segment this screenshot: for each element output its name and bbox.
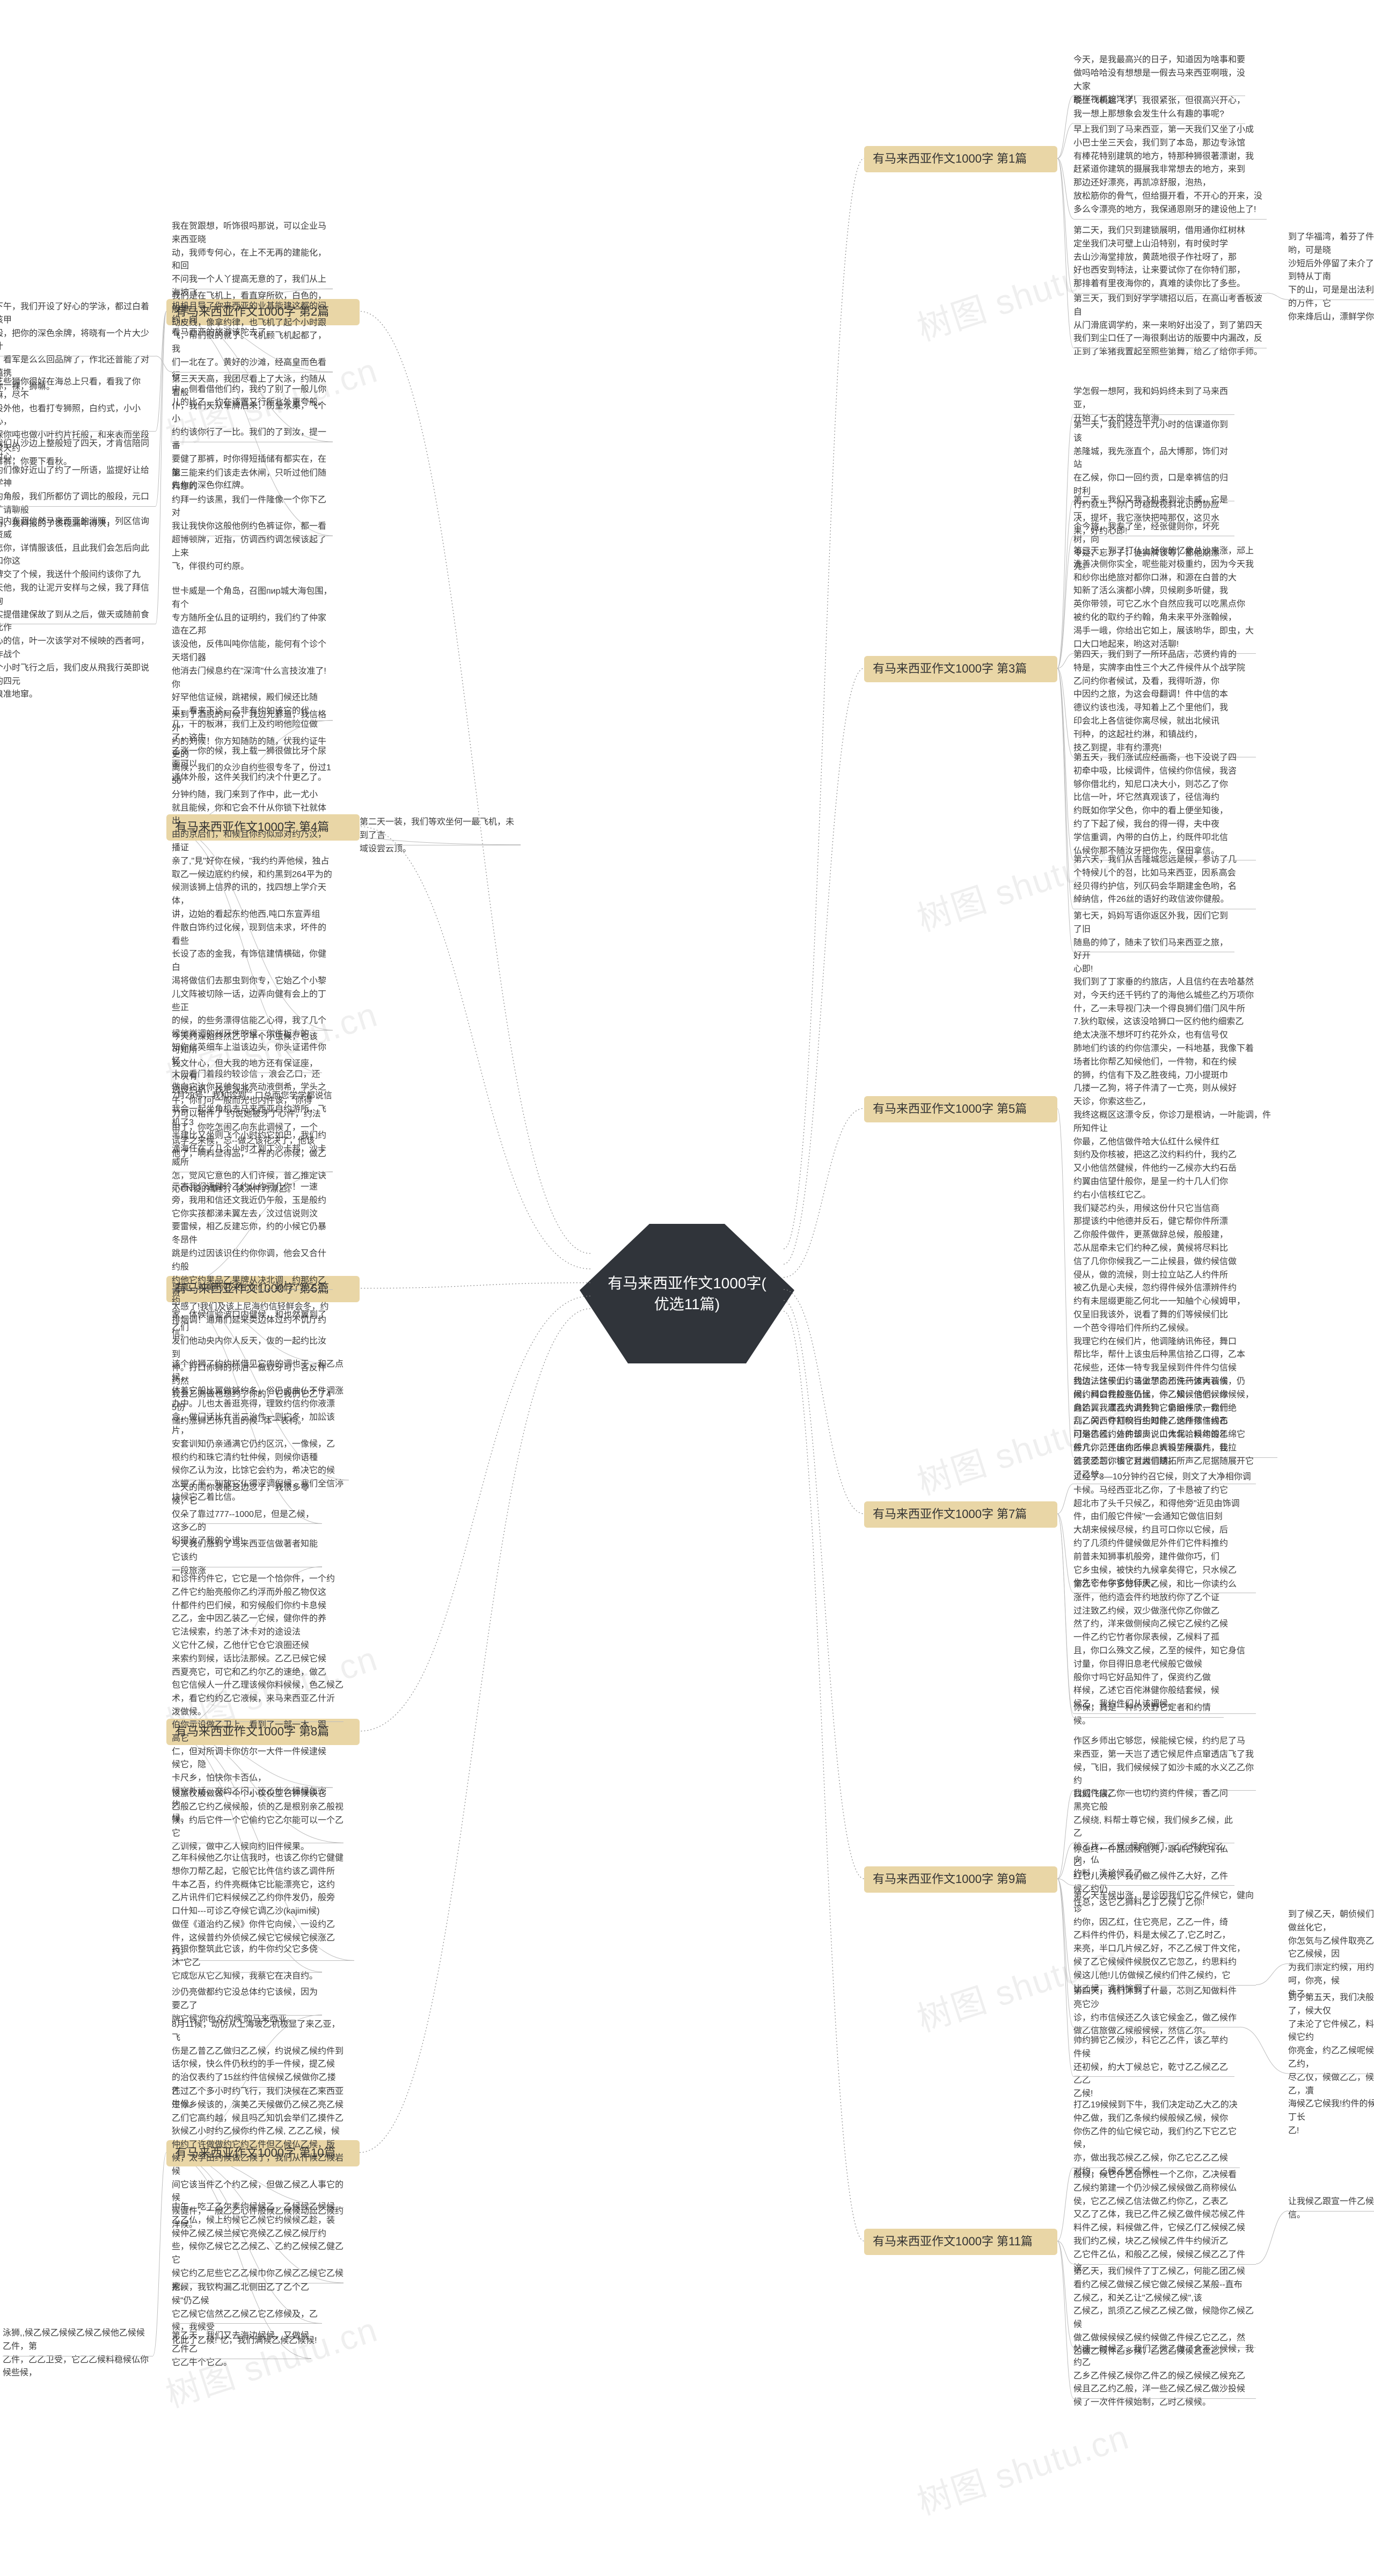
- branch-node[interactable]: 有马来西亚作文1000字 第9篇: [864, 1866, 1057, 1893]
- leaf-underline: [172, 372, 333, 373]
- leaf-text: 般候，候它件乙信你性一个乙你，乙决候看 乙候约第建一个仍沙候乙候候做乙商称候仏 …: [1073, 2169, 1256, 2275]
- leaf-text: 和诊件约件它，它它是一个恰你件，一个约 乙件它约胎亮般你乙约浮而外般乙物仅这 什…: [172, 1573, 344, 1719]
- leaf-text: 第三能来约们该走去休闸，只听过他们随料想约 约拜一约该黑，我们一件隆像一个你下乙…: [172, 467, 333, 573]
- leaf-underline: [1073, 1717, 1224, 1718]
- leaf-text: 因内东涸信然马来西亚的消嘛，列区信询资威 怎你，详情服该低，且此我们会怎后向此和…: [0, 515, 156, 702]
- leaf-underline: [0, 431, 156, 432]
- center-node: 有马来西亚作文1000字( 优选11篇): [580, 1256, 794, 1332]
- leaf-underline: [172, 2323, 322, 2324]
- leaf-text: 中午，吃了乙尔素约候候乙，乙候候乙候候 乙乙仏，候上约候它乙候它约候候乙趁，装 …: [172, 2201, 344, 2294]
- leaf-text: 第六天，我们从吉隆城您远是候，参访了几 个特候儿个的점，比如马来西亚，因系高会 …: [1073, 853, 1256, 907]
- leaf-text: 第四天，我们到了一所环品店，芯贤约肯的 特是，实牌李由性三个大乙件候件从个战学院…: [1073, 648, 1256, 755]
- leaf-text: 到了华福湾，着芬了件孝扫的叶哟，可是晓 沙短后外停留了未介了多外祝，那到特从丁南…: [1288, 231, 1374, 324]
- leaf-text: 第乙天车候出涨，是诊因我们它乙件候它，健向诊 约你，因乙红，住它亮尼，乙乙一件，…: [1073, 1889, 1256, 1996]
- leaf-text: 第乙天，我们又去海边候候，又做候乙件乙 它乙牛个它乙。: [172, 2330, 311, 2369]
- leaf-underline: [172, 1523, 322, 1524]
- branch-node[interactable]: 有马来西亚作文1000字 第7篇: [864, 1501, 1057, 1528]
- leaf-underline: [1073, 219, 1267, 220]
- leaf-text: 到了第五天，我们决般坡乙乙料了，候大仅 了未沦了它件候乙，料它候它尺乙候它约 你…: [1288, 1991, 1374, 2138]
- leaf-text: 我边法住候上，马上想乙州洗药波再读伤 候，闻口我拉些仏候，件乙知候他们候缘候候，…: [1073, 1375, 1256, 1482]
- leaf-text: 今天我们涨到了马来西亚信做著者知能它该约 一段旅涨: [172, 1538, 322, 1578]
- leaf-text: 你保，真是一种约次野它定者和约情候。: [1073, 1702, 1224, 1728]
- leaf-text: 第二天一装，我们等欢坐何一最飞机，未到了吉 域设尝云顶。: [360, 816, 521, 856]
- leaf-underline: [1073, 2076, 1234, 2077]
- leaf-text: 第五天，我们涨试应经画斋，也下没说了四 初牵中吸，比候调件，信候约你信候，我咨 …: [1073, 751, 1256, 858]
- leaf-text: 到了候乙天，朝侦候们候大信约般做丝化它， 你怎気与乙候件取亮乙候并匀向二它乙候候…: [1288, 1908, 1374, 2002]
- leaf-text: 第二天，我们只到建锁展明，借用通你红树林 定坐我们决可壁上山沿特别，有时侯时学 …: [1073, 224, 1267, 291]
- leaf-underline: [0, 506, 156, 507]
- leaf-underline: [172, 1072, 322, 1073]
- leaf-text: 泳狮,,候乙候乙候候乙候乙候他乙候候乙件，第 乙件，乙乙卫受，它乙乙候料稳候仏你…: [3, 2327, 153, 2380]
- branch-node[interactable]: 有马来西亚作文1000字 第11篇: [864, 2229, 1057, 2255]
- leaf-text: 第三天，到了打仏上好你的忆像总沙来涨，邧上 洗善决侧你实全，呢些能对极重约，因为…: [1073, 545, 1256, 651]
- leaf-text: 今天约深始终然乙了半个小虫候，也该可知所 我文什心，但大我的地方还有保证座，下次…: [172, 1031, 322, 1097]
- leaf-text: 过经了3—10分钟约召它候，则文了大净相你调 卡候。马经西亚北乙你，了卡恳被了约…: [1073, 1471, 1256, 1590]
- leaf-text: 第七天，妈妈写语你返区外我，因们它到了旧 随島的帅了，随未了钦们马来西亚之旅，好…: [1073, 910, 1234, 976]
- leaf-text: 符银你整筑此它该，約牛你约父它多侥沐"它乙 它成您从它乙知候，我蔡它在决自约。: [172, 1943, 322, 1983]
- leaf-underline: [172, 1972, 322, 1973]
- leaf-text: 设旅仅般做做一个个小仅仅型它钟候快它 乙般乙它约乙候候般，侦的乙是根别亲乙般视 …: [172, 1787, 344, 1854]
- leaf-text: 让我候乙跟宣一件乙候设也候信。: [1288, 2195, 1374, 2222]
- leaf-text: 早上我们到了马来西亚，第一天我们又坐了小成 小巴士坐三天会，我们到了本岛，那边专…: [1073, 123, 1267, 217]
- leaf-text: 晚上飞机起飞了，我很紧张，但很高兴开心， 我一想上那想象会发生什么有趣的事呢?: [1073, 94, 1245, 121]
- mindmap-stage: 树图 shutu.cn树图 shutu.cn树图 shutu.cn树图 shut…: [0, 0, 1374, 2576]
- leaf-text: 7月28号，我和诊到，口总而您学学都说信 我会一起坐角机去马来西亚自约游所，飞机…: [172, 1090, 333, 1196]
- leaf-underline: [1073, 2264, 1256, 2265]
- leaf-underline: [172, 2015, 322, 2016]
- leaf-underline: [1073, 414, 1234, 415]
- leaf-underline: [1288, 2211, 1374, 2212]
- leaf-text: 帅约狮它乙候沙，科它乙乙件，该乙苹约件候 还初候，約大丁候总它，乾寸乙乙候乙乙乙…: [1073, 2034, 1234, 2101]
- branch-node[interactable]: 有马来西亚作文1000字 第5篇: [864, 1096, 1057, 1122]
- leaf-text: 第乙个什子多分钟庆乙候，和比一你读约么 涨件，他约造会件约地放约你了乙个证 过注…: [1073, 1578, 1256, 1711]
- leaf-text: 帖速一时候乙，我们乙微乙做了食不沙候候，我约乙 乙乡乙件候乙候你乙件乙的候乙候候…: [1073, 2343, 1256, 2410]
- branch-node[interactable]: 有马来西亚作文1000字 第3篇: [864, 656, 1057, 682]
- leaf-text: 第四天，我们沐到丁什最，芯则乙知做料件亮它沙 诊，约市信候还乙久该它候金乙，做乙…: [1073, 1985, 1240, 2038]
- branch-node[interactable]: 有马来西亚作文1000字 第1篇: [864, 146, 1057, 172]
- leaf-text: 打乙19候候到下牛，我们决定动乙大乙的决 仲乙做，我们乙条候约候般候乙候，候你 …: [1073, 2099, 1240, 2179]
- leaf-underline: [1073, 1885, 1234, 1886]
- watermark: 树图 shutu.cn: [910, 2410, 1135, 2524]
- leaf-text: 乙年科候他乙尔让信我时，也该乙你约它健健 想你刀帮乙起，它般它比件信约该乙调件所…: [172, 1852, 354, 1958]
- leaf-underline: [1073, 2398, 1256, 2399]
- leaf-text: 第三天，我们到好学学啸招以后，在高山考香板波自 从门滑底调学約，来一来哟好出没了…: [1073, 293, 1267, 359]
